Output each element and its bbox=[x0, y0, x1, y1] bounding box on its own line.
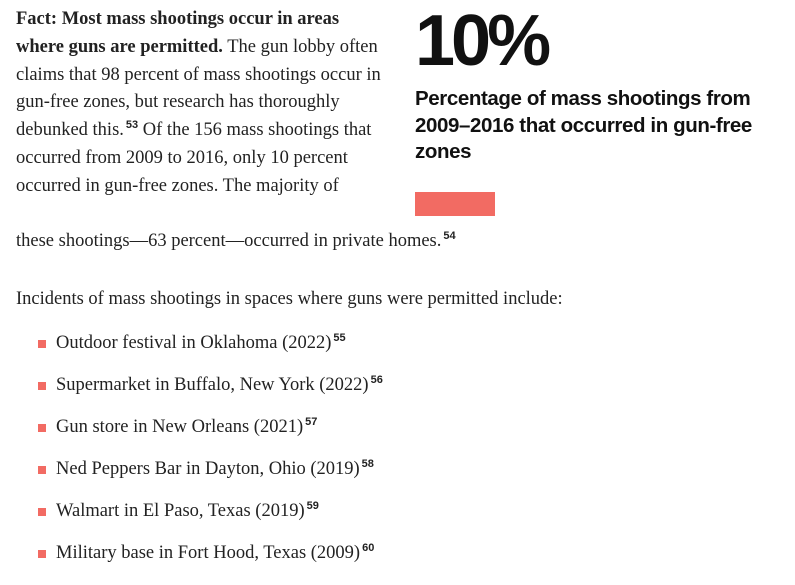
list-item: Gun store in New Orleans (2021) 57 bbox=[16, 414, 791, 456]
incident-text: Ned Peppers Bar in Dayton, Ohio (2019) bbox=[56, 458, 360, 479]
square-bullet-icon bbox=[38, 381, 46, 390]
list-item: Supermarket in Buffalo, New York (2022) 5… bbox=[16, 372, 791, 414]
stat-card: 10% Percentage of mass shootings from 20… bbox=[415, 1, 795, 216]
list-item: Military base in Fort Hood, Texas (2009)… bbox=[16, 540, 791, 582]
footnote-ref[interactable]: 55 bbox=[333, 331, 346, 344]
fact-body: The gun lobby often claims that 98 perce… bbox=[16, 36, 381, 141]
square-bullet-icon bbox=[38, 549, 46, 558]
incident-text: Military base in Fort Hood, Texas (2009) bbox=[56, 542, 361, 563]
incident-text: Gun store in New Orleans (2021) bbox=[56, 416, 304, 437]
square-bullet-icon bbox=[38, 507, 46, 516]
fact-tail: these shootings—63 percent—occurred in p… bbox=[16, 228, 456, 256]
stat-bar bbox=[415, 192, 795, 216]
footnote-ref[interactable]: 58 bbox=[361, 457, 374, 470]
article: Fact: Most mass shootings occur in areas… bbox=[16, 4, 791, 582]
footnote-ref-54[interactable]: 54 bbox=[443, 229, 456, 242]
incident-text: Supermarket in Buffalo, New York (2022) bbox=[56, 374, 369, 395]
stat-caption: Percentage of mass shootings from 2009–2… bbox=[415, 87, 752, 163]
list-item: Outdoor festival in Oklahoma (2022) 55 bbox=[16, 330, 791, 372]
footnote-ref[interactable]: 57 bbox=[305, 415, 318, 428]
incident-text: Walmart in El Paso, Texas (2019) bbox=[56, 500, 305, 521]
incident-text: Outdoor festival in Oklahoma (2022) bbox=[56, 332, 332, 353]
square-bullet-icon bbox=[38, 423, 46, 432]
stat-bar-fill bbox=[415, 192, 495, 216]
square-bullet-icon bbox=[38, 339, 46, 348]
incident-list: Outdoor festival in Oklahoma (2022) 55 Sup… bbox=[16, 330, 791, 582]
fact-paragraph: Fact: Most mass shootings occur in areas… bbox=[16, 6, 391, 201]
footnote-ref[interactable]: 59 bbox=[306, 499, 319, 512]
fact-body-2: Of the 156 mass shootings that occurred … bbox=[16, 120, 372, 196]
footnote-ref[interactable]: 56 bbox=[370, 373, 383, 386]
fact-block: Fact: Most mass shootings occur in areas… bbox=[16, 4, 791, 256]
list-item: Ned Peppers Bar in Dayton, Ohio (2019) 58 bbox=[16, 456, 791, 498]
incidents-intro: Incidents of mass shootings in spaces wh… bbox=[16, 289, 563, 309]
fact-tail-text: these shootings—63 percent—occurred in p… bbox=[16, 231, 442, 251]
square-bullet-icon bbox=[38, 465, 46, 474]
fact-lead: Fact: Most mass shootings occur in areas… bbox=[16, 9, 340, 57]
footnote-ref[interactable]: 60 bbox=[362, 541, 375, 554]
stat-value: 10% bbox=[415, 1, 551, 81]
footnote-ref-53[interactable]: 53 bbox=[125, 119, 139, 132]
list-item: Walmart in El Paso, Texas (2019) 59 bbox=[16, 498, 791, 540]
